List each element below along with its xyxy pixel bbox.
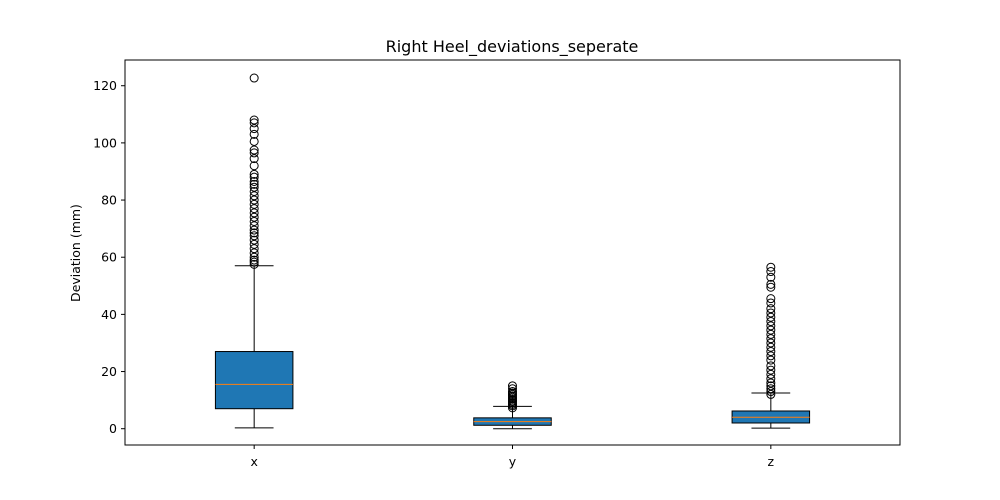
outlier-x [249, 259, 259, 269]
x-tick-label: z [768, 454, 775, 469]
y-tick-label: 80 [101, 193, 117, 208]
outlier-z [766, 317, 776, 327]
outlier-x [249, 239, 259, 249]
outlier-x [249, 255, 259, 265]
outlier-z [766, 282, 776, 292]
outlier-x [249, 252, 259, 262]
x-tick-label: x [250, 454, 257, 469]
outlier-x [249, 172, 259, 182]
outlier-z [766, 365, 776, 375]
outlier-z [766, 347, 776, 357]
outlier-z [766, 338, 776, 348]
box-x [214, 351, 294, 410]
outlier-z [766, 294, 776, 304]
outlier-x [249, 212, 259, 222]
outlier-z [766, 378, 776, 388]
outlier-x [249, 161, 259, 171]
outlier-z [766, 374, 776, 384]
outlier-x [249, 199, 259, 209]
y-tick-label: 100 [93, 135, 117, 150]
outlier-x [249, 154, 259, 164]
outlier-x [249, 231, 259, 241]
outlier-x [249, 124, 259, 134]
plot-frame [124, 59, 901, 446]
outlier-x [249, 186, 259, 196]
outlier-x [249, 176, 259, 186]
outlier-x [249, 225, 259, 235]
outlier-z [766, 361, 776, 371]
y-tick-label: 60 [101, 250, 117, 265]
outlier-x [249, 228, 259, 238]
outlier-z [766, 325, 776, 335]
outlier-x [249, 148, 259, 158]
outlier-x [249, 221, 259, 231]
plot-area: 0 20 40 60 80 100 120 x y z [93, 73, 811, 469]
outlier-z [766, 389, 776, 399]
outlier-x [249, 191, 259, 201]
outlier-z [766, 369, 776, 379]
outlier-z [766, 308, 776, 318]
outlier-x [249, 216, 259, 226]
outlier-x [249, 73, 259, 83]
outlier-z [766, 267, 776, 277]
outlier-z [766, 304, 776, 314]
outlier-x [249, 208, 259, 218]
outlier-x [249, 179, 259, 189]
y-axis-label: Deviation (mm) [68, 204, 83, 302]
outlier-z [766, 298, 776, 308]
outlier-y [508, 387, 517, 397]
outlier-z [766, 351, 776, 361]
chart-title: Right Heel_deviations_seperate [386, 37, 639, 57]
outlier-z [766, 272, 776, 282]
outlier-x [249, 129, 259, 139]
outlier-z [766, 384, 776, 394]
outlier-x [249, 136, 259, 146]
outlier-x [249, 248, 259, 258]
outlier-x [249, 145, 259, 155]
y-tick-label: 0 [109, 421, 117, 436]
outlier-z [766, 355, 776, 365]
outlier-z [766, 342, 776, 352]
y-tick-label: 120 [93, 78, 117, 93]
outlier-y [508, 384, 517, 394]
outlier-z [766, 312, 776, 322]
outlier-z [766, 329, 776, 339]
outlier-x [249, 182, 259, 192]
outlier-z [766, 279, 776, 289]
outlier-x [249, 118, 259, 128]
outlier-x [249, 204, 259, 214]
outlier-x [249, 115, 259, 125]
y-tick-label: 40 [101, 307, 117, 322]
outlier-z [766, 321, 776, 331]
outlier-z [766, 381, 776, 391]
outlier-y [508, 381, 517, 391]
outlier-z [766, 387, 776, 397]
outlier-x [249, 244, 259, 254]
y-tick-label: 20 [101, 364, 117, 379]
outlier-x [249, 235, 259, 245]
x-tick-label: y [509, 454, 517, 469]
outlier-z [766, 262, 776, 272]
outlier-x [249, 195, 259, 205]
outlier-x [249, 169, 259, 179]
outlier-z [766, 334, 776, 344]
